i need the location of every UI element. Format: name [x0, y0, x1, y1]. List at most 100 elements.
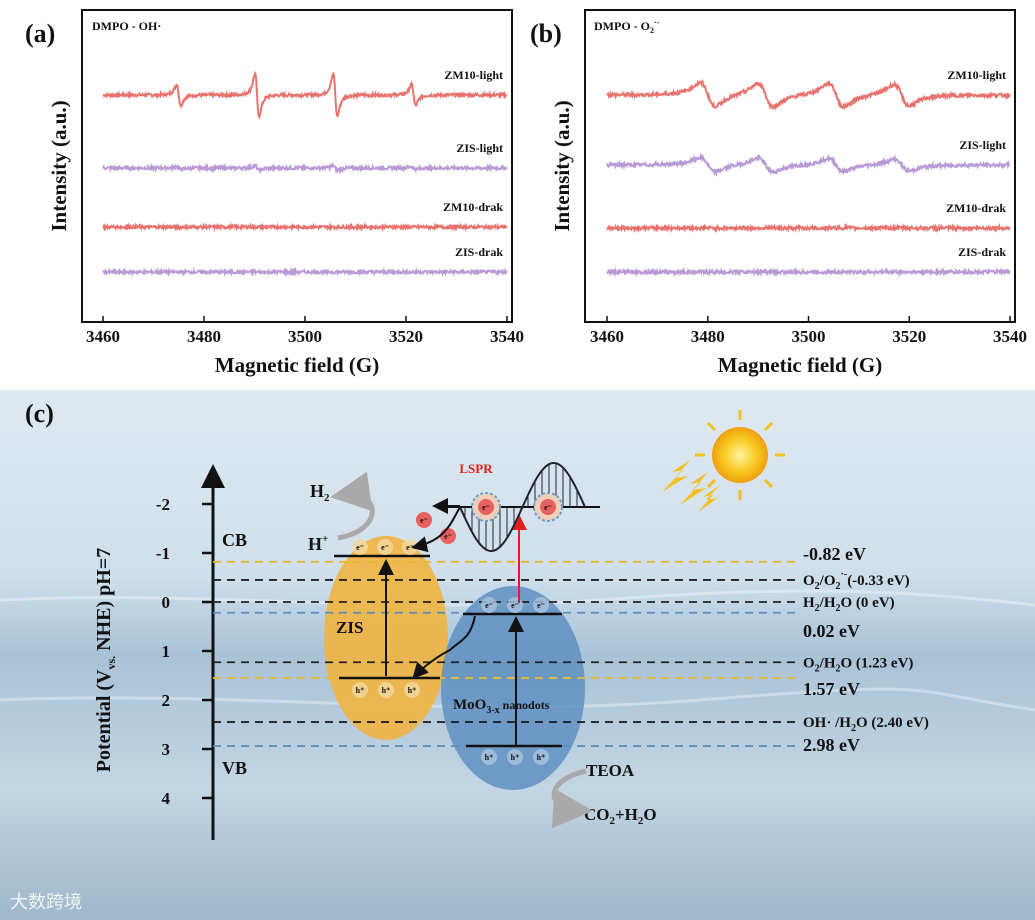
electron-transfer-arrow — [412, 615, 476, 679]
zis-holes: h⁺ h⁺ h⁺ — [352, 682, 420, 698]
energy-level-label: OH· /H2O (2.40 eV) — [803, 715, 929, 734]
x-tick-label: 3480 — [691, 327, 725, 346]
svg-text:e⁻: e⁻ — [381, 543, 389, 552]
panel-a-xlabel: Magnetic field (G) — [215, 353, 379, 377]
potential-ticks: -2 -1 0 1 2 3 4 — [156, 495, 213, 808]
x-tick-label: 3480 — [187, 327, 221, 346]
svg-text:h⁺: h⁺ — [485, 753, 494, 762]
x-tick-label: 3500 — [288, 327, 322, 346]
trace-zm10-drak — [606, 222, 1011, 234]
lspr-label: LSPR — [459, 461, 493, 476]
teoa-label: TEOA — [586, 761, 635, 780]
svg-text:e⁻: e⁻ — [482, 503, 490, 512]
panel-a: (a) DMPO - OH· ZM10-light ZIS-light ZM10-d… — [25, 9, 524, 377]
y-tick-label: 1 — [162, 642, 171, 661]
zis-label: ZIS — [336, 618, 363, 637]
svg-text:e⁻: e⁻ — [485, 601, 493, 610]
energy-level-label: O2/O2·-(-0.33 eV) — [803, 569, 910, 592]
x-tick-label: 3460 — [86, 327, 120, 346]
series-label: ZM10-drak — [946, 201, 1006, 215]
y-tick-label: 0 — [162, 593, 171, 612]
x-tick-label: 3540 — [993, 327, 1027, 346]
trace-zis-light — [102, 161, 508, 175]
panel-a-traces: ZM10-light ZIS-light ZM10-drak ZIS-drak — [102, 68, 508, 278]
energy-levels: -0.82 eV O2/O2·-(-0.33 eV) H2/H2O (0 eV) 0.… — [213, 544, 929, 755]
trace-zm10-light — [606, 78, 1011, 112]
series-label: ZM10-light — [947, 68, 1006, 82]
panel-b: (b) DMPO - O2·- ZM10-lightZIS-lightZM10-… — [530, 9, 1027, 377]
h2-evolution-arrow — [330, 471, 375, 541]
y-tick-label: -1 — [156, 544, 170, 563]
vb-label: VB — [222, 758, 247, 778]
trace-zis-drak — [102, 266, 508, 278]
panel-b-x-ticks: 3460 3480 3500 3520 3540 — [590, 316, 1027, 346]
panel-b-frame — [584, 9, 1016, 323]
energy-level-label: O2/H2O (1.23 eV) — [803, 655, 913, 674]
products-label: CO2+H2O — [584, 805, 657, 827]
zis-electrons: e⁻ e⁻ e⁻ — [352, 539, 418, 555]
series-label: ZIS-drak — [958, 245, 1006, 259]
lspr-wave: e⁻ e⁻ — [432, 462, 600, 552]
hplus-label: H+ — [308, 533, 328, 554]
panel-a-frame — [81, 9, 513, 323]
panel-b-annotation: DMPO - O2·- — [594, 18, 660, 35]
svg-text:e⁻: e⁻ — [444, 532, 452, 541]
x-tick-label: 3500 — [792, 327, 826, 346]
moo3-ellipse — [441, 586, 585, 790]
panel-a-label: (a) — [25, 19, 55, 48]
series-label: ZIS-drak — [455, 245, 503, 259]
y-tick-label: 2 — [162, 691, 171, 710]
energy-level-label: -0.82 eV — [803, 544, 866, 564]
panel-b-ylabel: Intensity (a.u.) — [550, 100, 574, 231]
panel-b-label: (b) — [530, 19, 562, 48]
electron-injection-arrow — [411, 506, 461, 553]
svg-text:e⁻: e⁻ — [356, 543, 364, 552]
trace-zis-light — [606, 152, 1011, 178]
svg-text:h⁺: h⁺ — [356, 686, 365, 695]
moo3-label: MoO3-x nanodots — [453, 697, 550, 716]
y-tick-label: 4 — [162, 789, 171, 808]
svg-text:h⁺: h⁺ — [511, 753, 520, 762]
svg-text:e⁻: e⁻ — [544, 503, 552, 512]
moo3-holes: h⁺ h⁺ h⁺ — [481, 749, 549, 765]
h2-label: H2 — [310, 481, 330, 504]
svg-text:e⁻: e⁻ — [406, 543, 414, 552]
energy-level-label: H2/H2O (0 eV) — [803, 595, 895, 614]
trace-zis-drak — [606, 266, 1011, 278]
y-tick-label: -2 — [156, 495, 170, 514]
panel-b-traces: ZM10-light ZIS-light ZM10-drak ZIS-drak — [606, 68, 1011, 278]
watermark: 大数跨境 — [10, 892, 82, 913]
energy-level-label: 1.57 eV — [803, 679, 860, 699]
x-tick-label: 3520 — [389, 327, 423, 346]
panel-a-x-ticks: 3460 3480 3500 3520 3540 — [86, 316, 524, 346]
panel-a-annotation: DMPO - OH· — [92, 19, 161, 33]
energy-level-label: 2.98 eV — [803, 735, 860, 755]
x-tick-label: 3460 — [590, 327, 624, 346]
svg-text:e⁻: e⁻ — [537, 601, 545, 610]
panel-a-ylabel: Intensity (a.u.) — [47, 100, 71, 231]
svg-text:h⁺: h⁺ — [408, 686, 417, 695]
trace-zm10-drak — [102, 221, 508, 233]
x-tick-label: 3540 — [490, 327, 524, 346]
series-label: ZM10-light — [444, 68, 503, 82]
potential-axis-label: Potential (Vvs. NHE) pH=7 — [93, 548, 118, 773]
sun-icon — [662, 410, 785, 512]
moo3-electrons: e⁻ e⁻ e⁻ — [481, 597, 549, 613]
panel-c-label: (c) — [25, 399, 54, 428]
svg-text:e⁻: e⁻ — [511, 601, 519, 610]
panel-b-xlabel: Magnetic field (G) — [718, 353, 882, 377]
energy-level-label: 0.02 eV — [803, 621, 860, 641]
y-tick-label: 3 — [162, 740, 171, 759]
series-label: ZIS-light — [456, 141, 503, 155]
svg-text:h⁺: h⁺ — [537, 753, 546, 762]
teoa-oxidation-arrow — [551, 768, 593, 829]
svg-text:e⁻: e⁻ — [420, 516, 428, 525]
x-tick-label: 3520 — [892, 327, 926, 346]
trace-zm10-light — [102, 70, 508, 120]
svg-text:h⁺: h⁺ — [382, 686, 391, 695]
series-label: ZIS-light — [959, 138, 1006, 152]
series-label: ZM10-drak — [443, 200, 503, 214]
cb-label: CB — [222, 530, 247, 550]
